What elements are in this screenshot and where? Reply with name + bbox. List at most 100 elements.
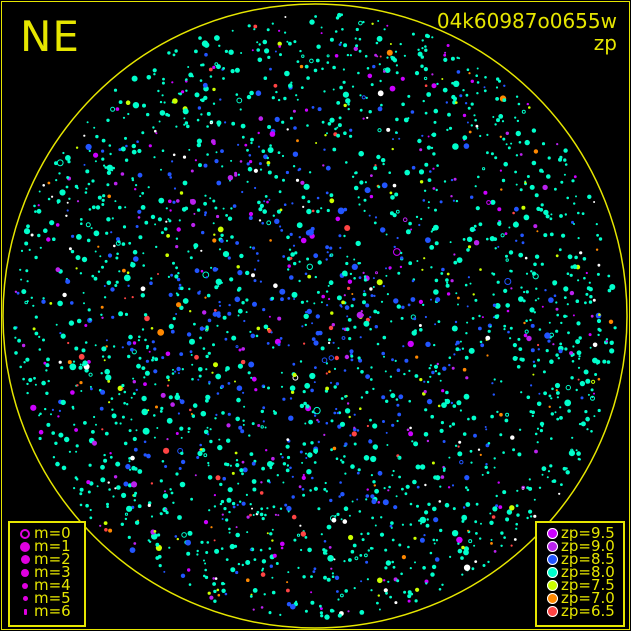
star-point: [284, 31, 287, 34]
star-point: [161, 81, 165, 85]
star-point: [227, 311, 232, 316]
star-point: [306, 469, 312, 475]
star-point: [424, 48, 428, 52]
star-point: [120, 146, 126, 152]
star-point: [140, 293, 145, 298]
star-point: [26, 224, 30, 229]
star-point: [413, 536, 417, 540]
star-point: [291, 475, 294, 478]
star-point: [246, 162, 250, 166]
star-point: [235, 463, 240, 468]
star-point: [24, 241, 29, 246]
star-point: [128, 429, 132, 433]
star-point: [552, 343, 555, 346]
star-point: [200, 63, 203, 67]
star-point: [57, 300, 63, 307]
star-point: [187, 427, 191, 431]
star-point: [373, 221, 377, 225]
star-point: [166, 417, 173, 424]
star-point: [534, 449, 538, 454]
star-point: [343, 294, 346, 297]
star-point: [118, 393, 121, 396]
zp-legend-label: zp=6.5: [561, 602, 615, 620]
star-point: [83, 421, 87, 425]
star-point: [282, 481, 285, 484]
star-point: [361, 95, 366, 100]
star-point: [494, 123, 497, 126]
star-point: [597, 377, 601, 381]
star-point: [158, 197, 165, 204]
star-point: [396, 304, 401, 309]
star-point: [80, 222, 83, 225]
star-point: [350, 358, 354, 362]
star-point: [376, 154, 381, 160]
star-point: [113, 88, 118, 92]
star-point: [172, 53, 176, 57]
star-point: [310, 441, 314, 445]
star-point: [221, 581, 225, 586]
star-point: [252, 301, 257, 307]
star-point: [515, 95, 519, 98]
star-point: [190, 413, 193, 415]
star-point: [371, 22, 374, 25]
star-point: [476, 127, 479, 130]
star-point: [608, 319, 614, 324]
star-point: [450, 401, 454, 405]
star-point: [315, 142, 318, 144]
star-point: [62, 292, 67, 298]
star-point: [482, 564, 486, 567]
star-point: [411, 440, 414, 443]
star-point: [344, 395, 347, 398]
star-point: [232, 505, 236, 509]
star-point: [237, 314, 240, 317]
star-point: [467, 106, 471, 110]
star-point: [449, 555, 452, 559]
star-point: [503, 324, 507, 328]
star-point: [54, 441, 58, 445]
star-point: [531, 414, 534, 418]
star-point: [317, 420, 320, 423]
star-point: [200, 410, 207, 417]
star-point: [174, 535, 178, 538]
star-point: [426, 34, 431, 39]
star-point: [293, 298, 296, 300]
star-point: [65, 185, 69, 189]
star-point: [435, 188, 438, 192]
star-point: [355, 240, 361, 247]
star-point: [359, 554, 363, 557]
star-point: [323, 433, 326, 436]
star-point: [210, 266, 213, 269]
star-point: [445, 101, 448, 104]
star-point: [416, 260, 419, 262]
star-point: [490, 542, 493, 545]
star-point: [324, 481, 327, 485]
star-point: [556, 143, 559, 146]
star-point: [526, 395, 531, 400]
star-point: [100, 464, 105, 470]
star-point: [82, 291, 85, 294]
star-point: [104, 166, 108, 169]
star-point: [598, 313, 601, 317]
star-point: [72, 360, 76, 363]
star-point: [135, 429, 138, 432]
star-point: [311, 209, 315, 213]
star-point: [417, 51, 423, 57]
star-point: [370, 294, 374, 298]
star-point: [306, 208, 312, 215]
star-point: [188, 72, 194, 78]
star-point: [512, 211, 515, 215]
star-point: [303, 183, 310, 190]
star-point: [400, 76, 405, 81]
star-point: [14, 336, 17, 339]
star-point: [389, 211, 394, 216]
star-point: [221, 513, 224, 516]
star-point: [136, 140, 139, 143]
star-point: [593, 415, 596, 418]
star-point: [120, 522, 125, 526]
star-point: [422, 566, 426, 570]
star-point: [366, 578, 369, 581]
star-point: [354, 556, 359, 561]
star-point: [189, 408, 192, 412]
star-point: [469, 226, 476, 233]
star-point: [325, 386, 329, 391]
